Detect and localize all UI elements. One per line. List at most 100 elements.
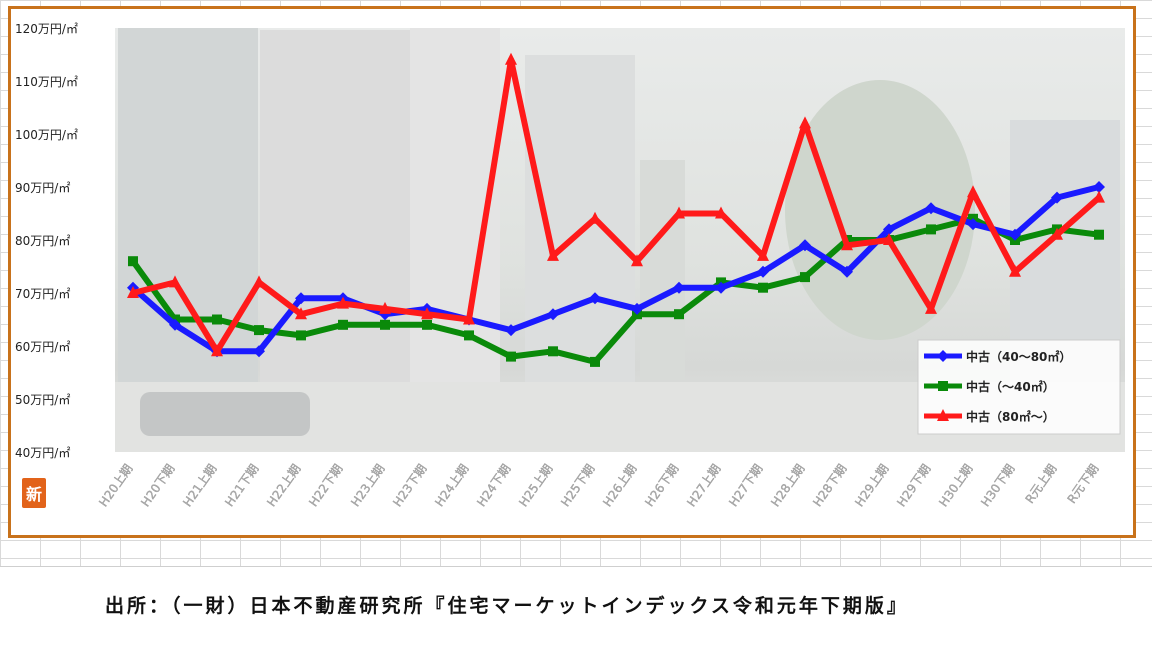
data-point	[967, 218, 979, 231]
data-point	[379, 301, 391, 314]
data-point	[674, 309, 684, 320]
data-point	[589, 292, 601, 305]
series-3	[127, 52, 1105, 357]
x-axis: H20上期 H20下期 H21上期 H21下期 H22上期 H22下期 H23上期 H23下期…	[96, 462, 1101, 510]
data-point	[296, 330, 306, 341]
data-point	[380, 319, 390, 330]
data-point	[128, 256, 138, 267]
x-tick-label: H23上期	[348, 462, 387, 510]
data-point	[926, 224, 936, 235]
data-point	[463, 312, 475, 325]
series-3-line	[130, 56, 1102, 355]
x-tick-label: H22下期	[306, 462, 345, 510]
x-tick-label: H20上期	[96, 462, 135, 510]
y-tick-label: 90万円/㎡	[15, 181, 70, 195]
data-point	[421, 307, 433, 320]
data-point	[631, 254, 643, 267]
data-point	[548, 346, 558, 357]
data-point	[1009, 228, 1021, 241]
data-point	[1093, 190, 1105, 203]
data-point	[758, 282, 768, 293]
data-point	[631, 302, 643, 315]
data-point	[757, 265, 769, 278]
data-point	[883, 223, 895, 236]
x-tick-label: H29下期	[894, 462, 933, 510]
data-point	[547, 308, 559, 321]
legend: 中古（40～80㎡） 中古（～40㎡） 中古（80㎡～）	[917, 339, 1121, 435]
data-point	[464, 330, 474, 341]
data-point	[169, 318, 181, 331]
y-tick-label: 60万円/㎡	[15, 340, 70, 354]
x-tick-label: H22上期	[264, 462, 303, 510]
logo-badge: 新	[22, 478, 46, 508]
data-point	[799, 239, 811, 252]
y-tick-label: 50万円/㎡	[15, 393, 70, 407]
y-tick-label: 80万円/㎡	[15, 234, 70, 248]
x-tick-label: H20下期	[138, 462, 177, 510]
x-tick-label: H25上期	[516, 462, 555, 510]
data-point	[211, 344, 223, 357]
y-tick-label: 110万円/㎡	[15, 75, 78, 89]
data-point	[757, 248, 769, 261]
x-tick-label: H24上期	[432, 462, 471, 510]
data-point	[337, 296, 349, 309]
x-tick-label: H29上期	[852, 462, 891, 510]
x-tick-label: H28下期	[810, 462, 849, 510]
data-point	[506, 351, 516, 362]
data-point	[127, 286, 139, 298]
legend-label: 中古（80㎡～）	[966, 409, 1055, 424]
data-point	[967, 185, 979, 198]
x-tick-label: H30下期	[978, 462, 1017, 510]
data-point	[295, 292, 307, 305]
data-point	[295, 307, 307, 320]
series-2-line	[130, 215, 1102, 365]
data-point	[1093, 181, 1105, 193]
series-2	[128, 213, 1104, 367]
data-point	[799, 116, 811, 129]
data-point	[1009, 264, 1021, 277]
y-tick-label: 100万円/㎡	[15, 128, 78, 142]
x-tick-label: H27下期	[726, 462, 765, 510]
data-point	[715, 206, 727, 219]
x-tick-label: H27上期	[684, 462, 723, 510]
y-tick-label: 120万円/㎡	[15, 22, 78, 36]
data-point	[715, 281, 727, 294]
data-point	[547, 248, 559, 261]
x-tick-label: H23下期	[390, 462, 429, 510]
x-tick-label: H21上期	[180, 462, 219, 510]
x-tick-label: R元上期	[1023, 462, 1060, 506]
data-point	[253, 345, 265, 358]
x-tick-label: H24下期	[474, 462, 513, 510]
data-point	[254, 325, 264, 336]
data-point	[590, 356, 600, 367]
x-tick-label: H26下期	[642, 462, 681, 510]
x-tick-label: H21下期	[222, 462, 261, 510]
legend-marker	[938, 381, 948, 391]
legend-marker	[937, 350, 949, 362]
data-point	[673, 206, 685, 219]
data-point	[925, 202, 937, 215]
legend-label: 中古（40～80㎡）	[966, 349, 1071, 364]
legend-label: 中古（～40㎡）	[966, 379, 1055, 394]
data-point	[841, 238, 853, 251]
data-point	[253, 275, 265, 288]
data-point	[925, 301, 937, 314]
x-tick-label: H28上期	[768, 462, 807, 510]
data-point	[883, 233, 895, 245]
data-point	[212, 314, 222, 325]
data-point	[505, 324, 517, 337]
source-note: 出所：（一財）日本不動産研究所『住宅マーケットインデックス令和元年下期版』	[105, 595, 909, 617]
y-tick-label: 70万円/㎡	[15, 287, 70, 301]
data-point	[800, 272, 810, 283]
x-tick-label: H30上期	[936, 462, 975, 510]
x-tick-label: H26上期	[600, 462, 639, 510]
series-group	[127, 52, 1105, 367]
data-point	[1051, 191, 1063, 204]
data-point	[1094, 229, 1104, 240]
y-tick-label: 40万円/㎡	[15, 446, 70, 460]
data-point	[169, 275, 181, 288]
y-axis: 40万円/㎡ 50万円/㎡ 60万円/㎡ 70万円/㎡ 80万円/㎡ 90万円/㎡ 100万…	[15, 22, 78, 460]
data-point	[338, 319, 348, 330]
data-point	[1051, 227, 1063, 240]
